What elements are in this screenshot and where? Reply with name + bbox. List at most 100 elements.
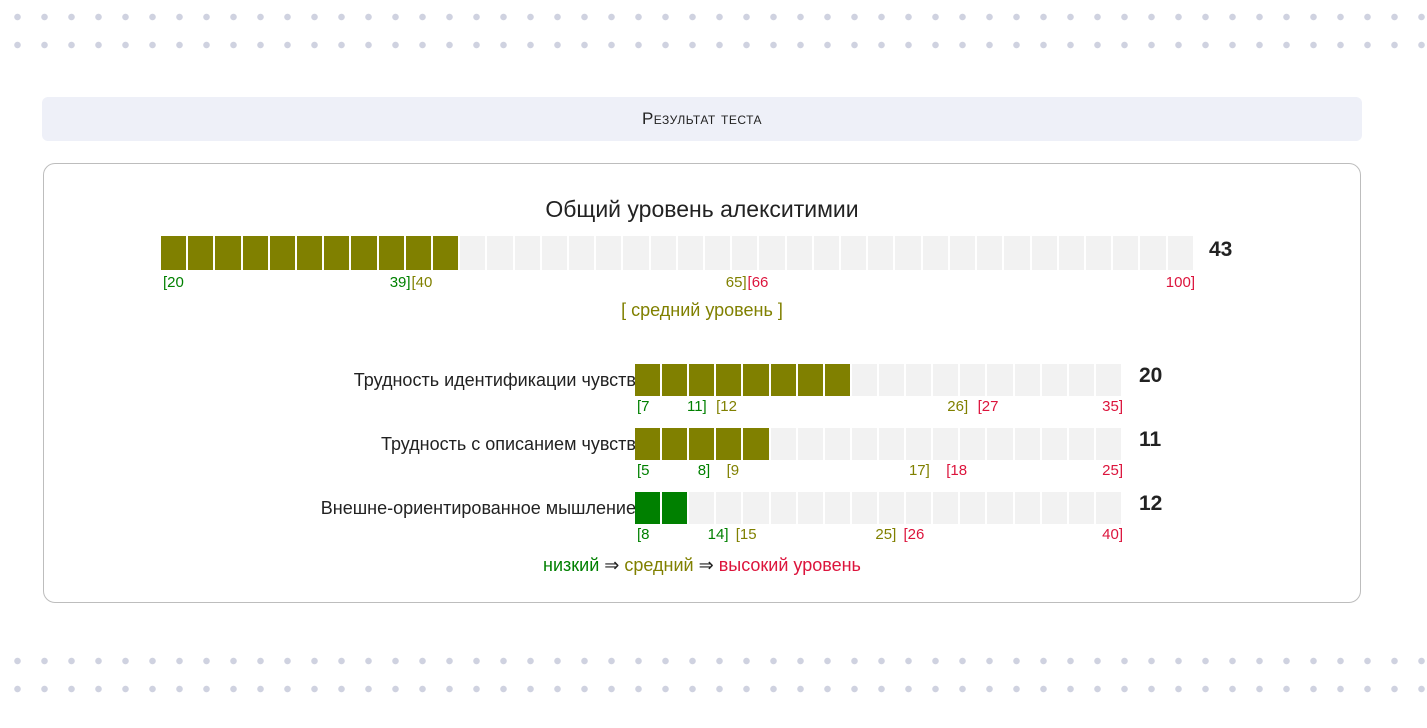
subscale-scale: 12 [8 14] [15 25] [26 40] [635, 492, 1162, 543]
main-scale-segment [188, 236, 216, 270]
subscale-segment [1041, 492, 1069, 524]
subscale-segment [716, 364, 744, 396]
subscale-tick: 40] [1102, 526, 1123, 543]
subscale-segment [635, 492, 663, 524]
subscale-tick: [18 [946, 462, 968, 479]
legend-arrow-2: ⇒ [698, 555, 714, 575]
subscale-tick: [7 [637, 398, 650, 415]
subscale-score: 12 [1139, 492, 1163, 515]
subscale-tick: 11] [686, 398, 707, 415]
subscale-tick: [15 [735, 526, 757, 543]
subscale-segment [1014, 428, 1042, 460]
main-scale-segment [351, 236, 379, 270]
main-scale-segment [813, 236, 842, 270]
subscale-tick: [9 [726, 462, 740, 479]
subscale-segment [716, 428, 744, 460]
main-scale-segment [297, 236, 325, 270]
subscale-segment [635, 428, 663, 460]
subscale-tick: 26] [947, 398, 969, 415]
subscale-segment [716, 492, 744, 524]
subscale-tick: 25] [1102, 462, 1123, 479]
subscale-segment [689, 492, 717, 524]
result-header: Результат теста [42, 97, 1362, 141]
subscale-segment [689, 428, 717, 460]
main-scale-segment [977, 236, 1005, 270]
result-header-title: Результат теста [641, 109, 763, 128]
subscale-label: Трудность с описанием чувств [380, 434, 636, 454]
main-scale-segment [1058, 236, 1086, 270]
subscale-segment [770, 428, 798, 460]
main-scale-segment [705, 236, 733, 270]
subscale-tick: 25] [875, 526, 897, 543]
subscale-segment [1095, 364, 1123, 396]
main-scale-segment [949, 236, 978, 270]
main-scale-tick: 39] [389, 274, 411, 291]
main-scale-segment [1031, 236, 1059, 270]
subscale-score: 20 [1139, 364, 1163, 387]
main-scale-segment [161, 236, 189, 270]
main-scale-segment [487, 236, 515, 270]
subscale-tick: 14] [707, 526, 729, 543]
subscale-segment [1014, 364, 1042, 396]
main-scale-segment [895, 236, 923, 270]
subscale-tick: [5 [637, 462, 650, 479]
main-scale-track [161, 236, 1195, 270]
subscale-segment [933, 492, 961, 524]
subscale-segment [770, 364, 798, 396]
main-scale-segment [922, 236, 950, 270]
main-scale-tick: 65] [725, 274, 747, 291]
subscale-segment [797, 492, 825, 524]
main-scale-tick: 100] [1165, 274, 1195, 291]
subscale-track [635, 428, 1123, 460]
main-score: 43 [1209, 238, 1233, 261]
subscale-segment [933, 428, 961, 460]
main-scale-segment [460, 236, 488, 270]
main-scale-segment [841, 236, 869, 270]
subscale-segment [933, 364, 961, 396]
subscale-segment [635, 364, 663, 396]
subscale-tick: [12 [716, 398, 737, 415]
subscale-track [635, 492, 1123, 524]
subscale-label: Трудность идентификации чувств [353, 370, 636, 390]
main-scale-segment [242, 236, 270, 270]
main-level-text: [ средний уровень ] [621, 300, 783, 320]
main-scale-segment [596, 236, 624, 270]
main-scale-segment [786, 236, 814, 270]
main-scale-tick: [66 [747, 274, 769, 291]
subscale-tick: 17] [908, 462, 930, 479]
main-scale-segment [269, 236, 298, 270]
subscale-track [635, 364, 1123, 396]
main-scale-segment [677, 236, 706, 270]
subscale-segment [960, 428, 988, 460]
subscale-segment [1041, 428, 1069, 460]
main-scale-title: Общий уровень алекситимии [545, 196, 859, 222]
subscale-segment [689, 364, 717, 396]
subscale-segment [1068, 364, 1096, 396]
subscale-segment [960, 364, 988, 396]
main-scale-segment [623, 236, 651, 270]
subscale-segment [1095, 428, 1123, 460]
subscale-segment [824, 492, 852, 524]
subscale-segment [851, 492, 879, 524]
legend-low: низкий [543, 555, 600, 575]
subscale-segment [824, 364, 852, 396]
subscale-segment [851, 364, 879, 396]
main-scale-segment [759, 236, 787, 270]
subscale-label: Внешне-ориентированное мышление [320, 498, 636, 518]
subscale-scale: 20 [7 11] [12 26] [27 35] [635, 364, 1162, 415]
legend-arrow-1: ⇒ [604, 555, 620, 575]
main-scale-tick: [20 [163, 274, 184, 291]
subscale-segment [770, 492, 798, 524]
main-scale-tick: [40 [411, 274, 433, 291]
legend-high: высокий уровень [718, 555, 861, 575]
main-scale-segment [1085, 236, 1114, 270]
subscale-segment [743, 428, 771, 460]
subscale-segment [1041, 364, 1069, 396]
subscale-tick: [26 [903, 526, 925, 543]
subscale-segment [743, 492, 771, 524]
subscale-segment [743, 364, 771, 396]
subscale-segment [906, 364, 934, 396]
subscale-segment [797, 428, 825, 460]
subscale-tick: [8 [637, 526, 650, 543]
main-scale-segment [324, 236, 352, 270]
